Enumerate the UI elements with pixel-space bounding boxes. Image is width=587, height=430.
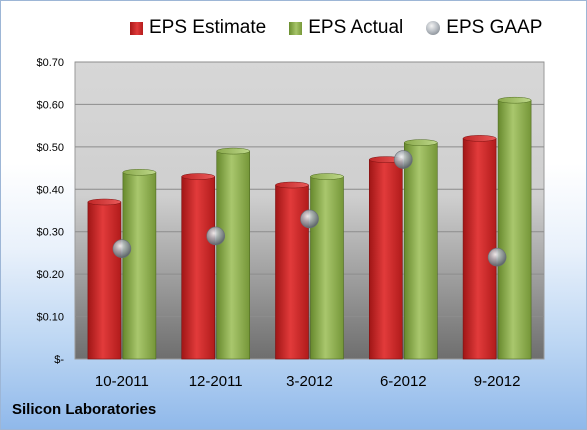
legend-swatch-eps-estimate xyxy=(130,21,143,35)
point-eps-gaap xyxy=(300,209,319,229)
chart-legend: EPS Estimate EPS Actual EPS GAAP xyxy=(130,16,565,40)
bar-eps-estimate-body xyxy=(87,201,122,360)
bar-eps-actual-body xyxy=(122,172,157,360)
legend-label-eps-estimate: EPS Estimate xyxy=(149,17,267,38)
x-tick-label: 3-2012 xyxy=(286,373,333,390)
point-eps-gaap xyxy=(487,247,507,267)
bar-eps-estimate-body xyxy=(181,176,215,360)
bar-eps-actual-top xyxy=(310,173,344,180)
bar-eps-estimate xyxy=(275,181,309,360)
bar-eps-actual-body xyxy=(497,99,532,360)
legend-swatch-eps-actual xyxy=(289,21,303,35)
bar-eps-estimate-top xyxy=(181,173,215,180)
bar-eps-actual xyxy=(216,147,250,360)
legend-label-eps-gaap: EPS GAAP xyxy=(446,17,543,38)
y-tick-label: $- xyxy=(54,354,64,366)
bar-eps-actual xyxy=(403,139,438,360)
point-eps-gaap xyxy=(206,226,225,246)
legend-item-eps-actual: EPS Actual xyxy=(289,17,403,39)
company-name: Silicon Laboratories xyxy=(12,401,157,418)
legend-item-eps-gaap: EPS GAAP xyxy=(426,17,542,39)
y-tick-label: $0.70 xyxy=(36,57,64,69)
y-tick-label: $0.60 xyxy=(36,99,64,111)
bar-eps-estimate-top xyxy=(87,198,122,206)
bars xyxy=(87,96,532,360)
x-axis-ticks: 10-2011 12-2011 3-2012 6-2012 9-2012 xyxy=(95,373,521,390)
x-tick-label: 6-2012 xyxy=(380,373,427,390)
y-tick-label: $0.10 xyxy=(36,312,64,324)
y-axis-ticks: $- $0.10 $0.20 $0.30 $0.40 $0.50 $0.60 $0.70 xyxy=(36,57,64,366)
bar-eps-actual-body xyxy=(216,150,250,360)
bar-eps-actual-top xyxy=(404,139,438,146)
bar-eps-actual-top xyxy=(216,147,250,155)
y-tick-label: $0.30 xyxy=(36,227,64,239)
y-tick-label: $0.40 xyxy=(36,184,64,196)
bar-eps-estimate-body xyxy=(462,138,497,360)
point-eps-gaap xyxy=(393,150,413,169)
bar-eps-estimate-top xyxy=(462,135,497,142)
x-tick-label: 9-2012 xyxy=(474,373,521,390)
bar-eps-estimate xyxy=(181,173,215,360)
bar-eps-actual xyxy=(122,169,157,360)
point-eps-gaap xyxy=(112,239,132,258)
bar-eps-estimate xyxy=(87,198,122,360)
gaap-points xyxy=(112,150,507,267)
bar-eps-estimate-top xyxy=(275,181,309,189)
bar-eps-actual xyxy=(497,96,532,360)
bar-eps-estimate-body xyxy=(368,159,403,360)
bar-eps-estimate xyxy=(368,156,403,360)
bar-eps-actual-body xyxy=(310,176,344,360)
bar-eps-estimate-body xyxy=(275,184,309,360)
bar-eps-actual-top xyxy=(122,169,157,176)
legend-item-eps-estimate: EPS Estimate xyxy=(130,17,266,39)
bar-eps-actual xyxy=(310,173,344,360)
legend-swatch-eps-gaap xyxy=(426,21,441,35)
y-tick-label: $0.20 xyxy=(36,269,64,281)
x-tick-label: 10-2011 xyxy=(95,373,149,390)
x-tick-label: 12-2011 xyxy=(189,373,243,390)
legend-label-eps-actual: EPS Actual xyxy=(308,17,404,38)
bar-eps-estimate xyxy=(462,135,497,360)
y-tick-label: $0.50 xyxy=(36,142,64,154)
bar-eps-actual-top xyxy=(497,96,532,104)
bar-eps-actual-body xyxy=(403,142,438,360)
